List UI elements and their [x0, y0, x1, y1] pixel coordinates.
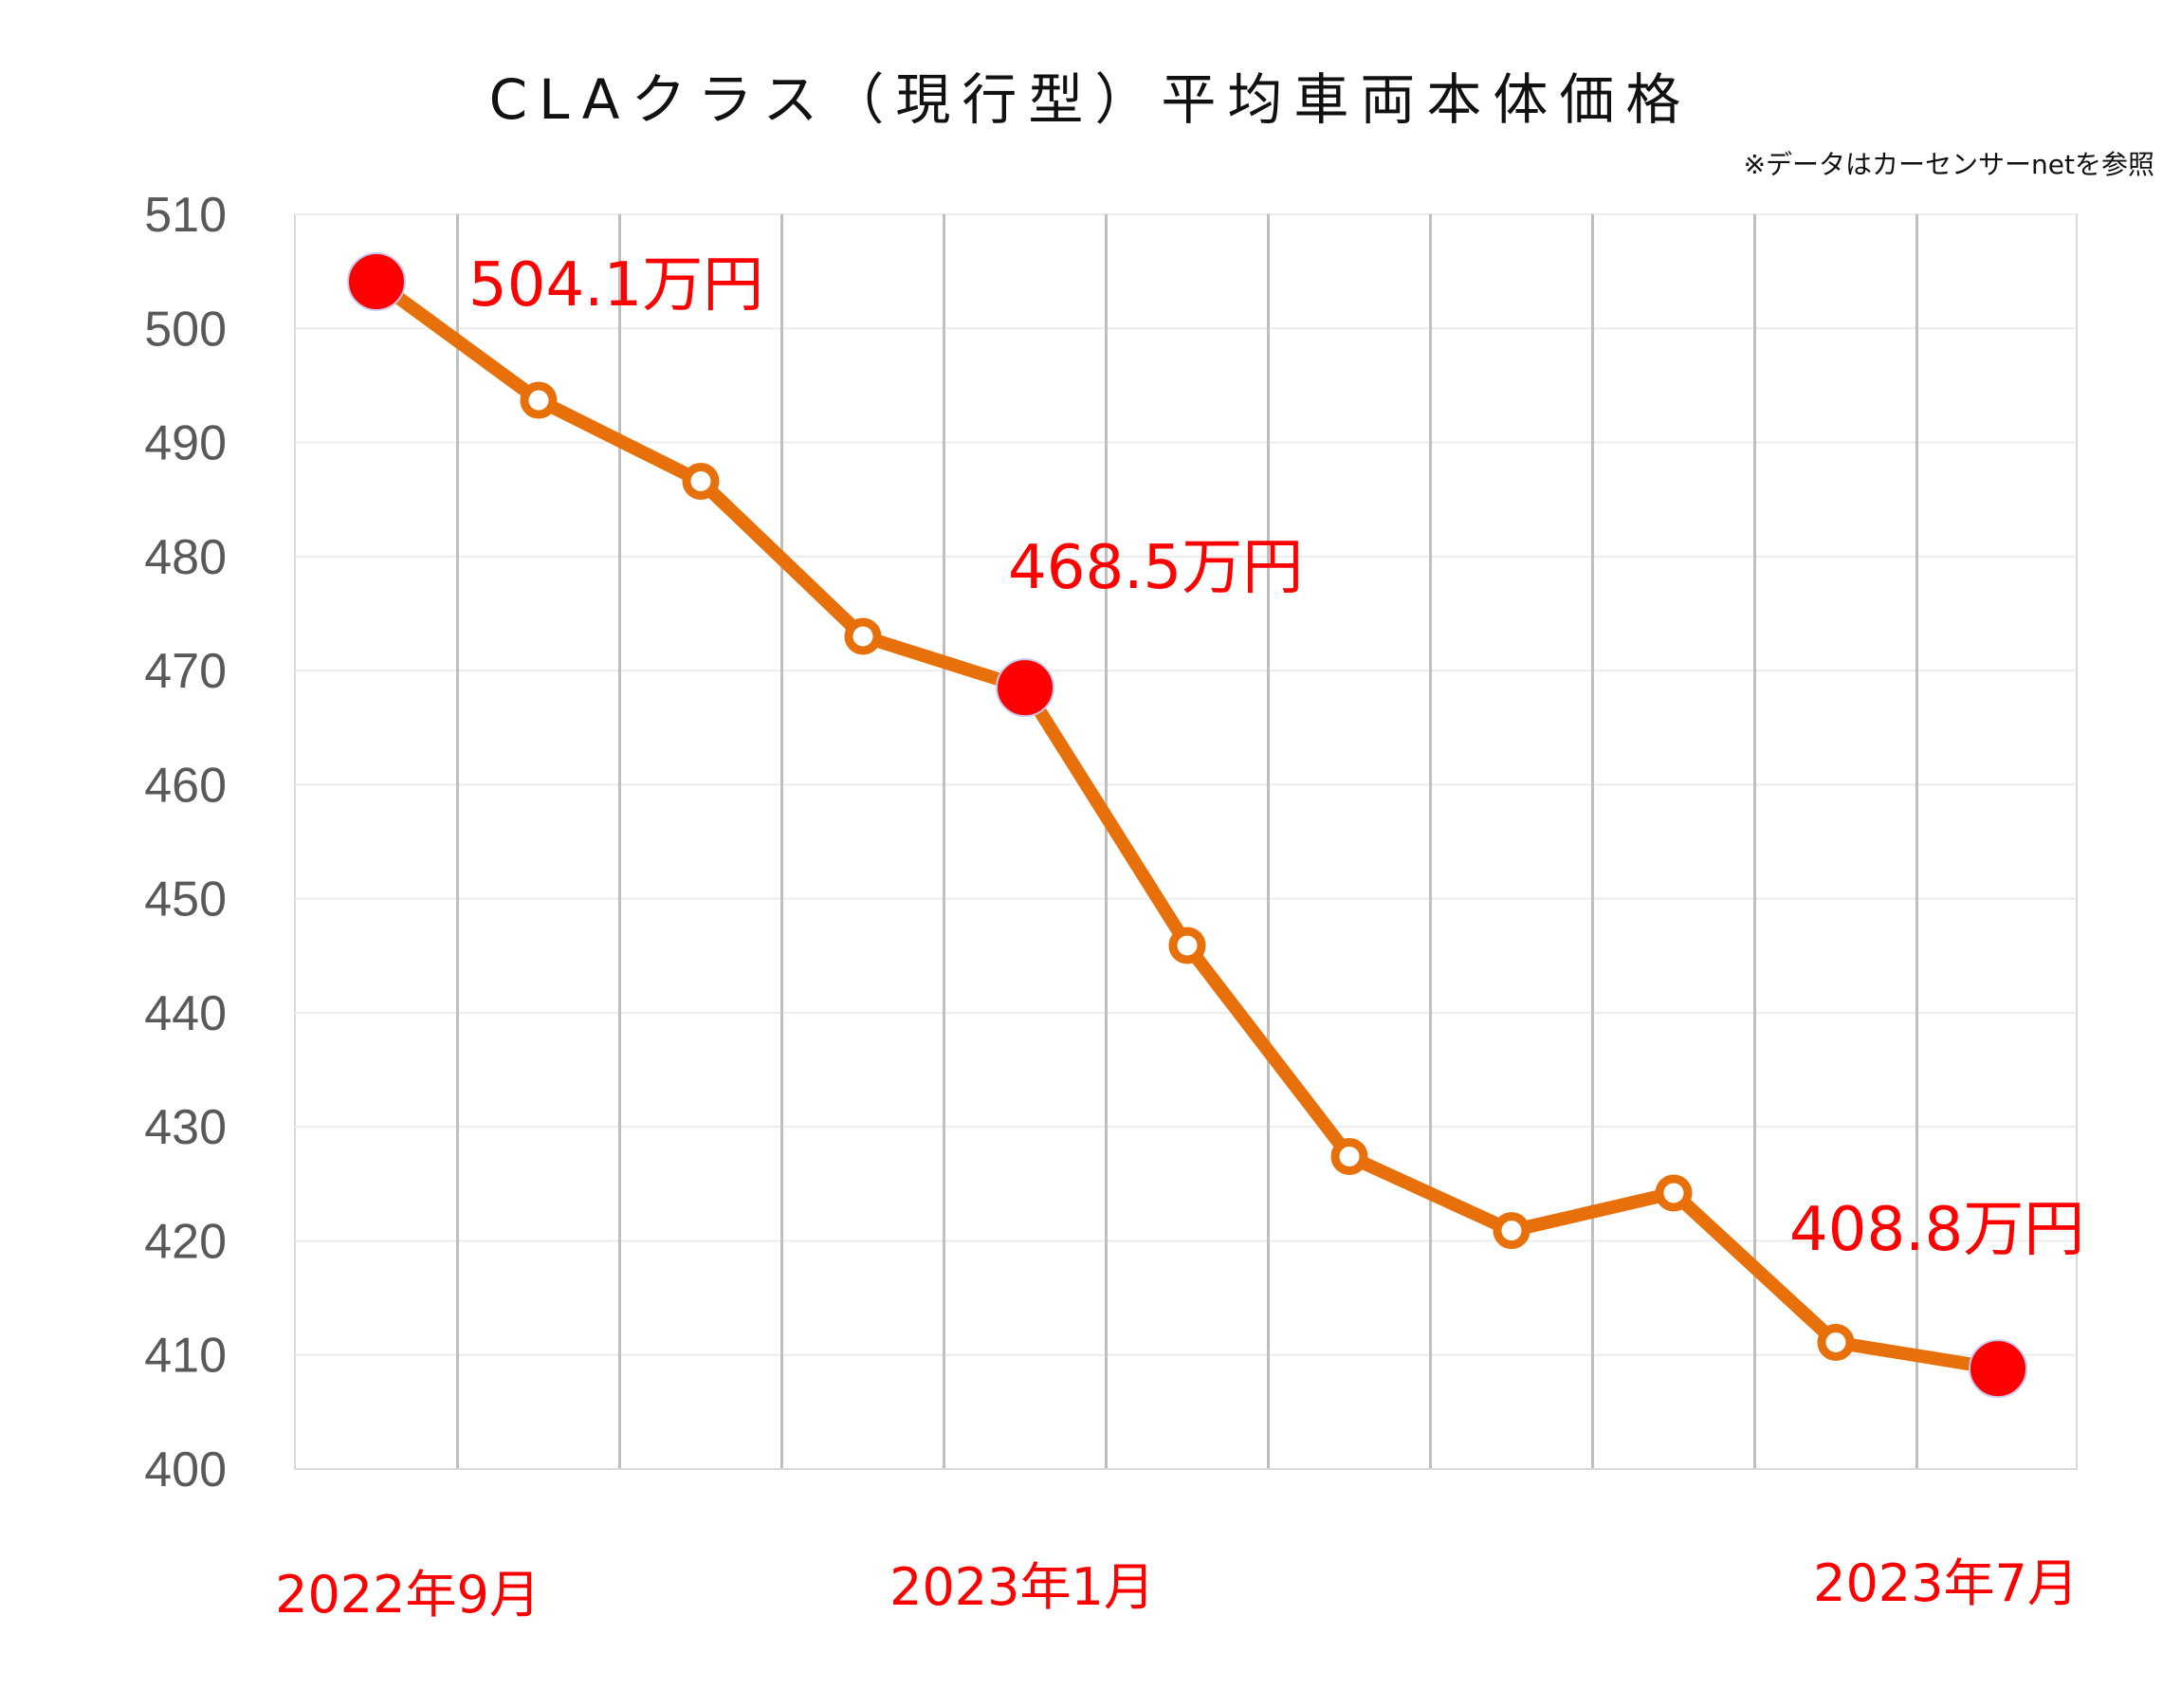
- y-tick-label: 490: [144, 416, 227, 471]
- data-label: 468.5万円: [1008, 533, 1303, 603]
- y-tick-label: 420: [144, 1214, 227, 1269]
- data-label: 408.8万円: [1789, 1195, 2084, 1265]
- y-tick-label: 460: [144, 758, 227, 813]
- y-tick-label: 440: [144, 986, 227, 1041]
- data-point: [1493, 1212, 1530, 1250]
- data-point: [844, 617, 882, 655]
- y-tick-label: 410: [144, 1329, 227, 1384]
- data-point: [682, 462, 720, 500]
- y-tick-label: 450: [144, 872, 227, 927]
- data-point: [1655, 1174, 1693, 1212]
- data-point: [520, 381, 558, 419]
- data-point: [1817, 1323, 1855, 1361]
- data-point: [1168, 927, 1206, 964]
- chart-title: CLAクラス（現行型）平均車両本体価格: [488, 67, 1693, 132]
- y-tick-label: 430: [144, 1100, 227, 1155]
- data-point: [1330, 1137, 1368, 1175]
- highlight-point: [1969, 1339, 2027, 1399]
- data-label: 504.1万円: [468, 250, 763, 321]
- x-tick-label: 2023年1月: [889, 1557, 1155, 1617]
- highlight-point: [347, 251, 406, 311]
- highlight-point: [996, 658, 1054, 718]
- x-tick-label: 2022年9月: [275, 1565, 541, 1625]
- y-tick-label: 470: [144, 644, 227, 699]
- plot-area: [294, 213, 2078, 1470]
- y-tick-label: 480: [144, 530, 227, 585]
- x-tick-label: 2023年7月: [1813, 1553, 2079, 1613]
- y-tick-label: 400: [144, 1442, 227, 1497]
- y-tick-label: 500: [144, 302, 227, 357]
- source-note: ※データはカーセンサーnetを参照: [1743, 149, 2154, 180]
- y-tick-label: 510: [144, 188, 227, 243]
